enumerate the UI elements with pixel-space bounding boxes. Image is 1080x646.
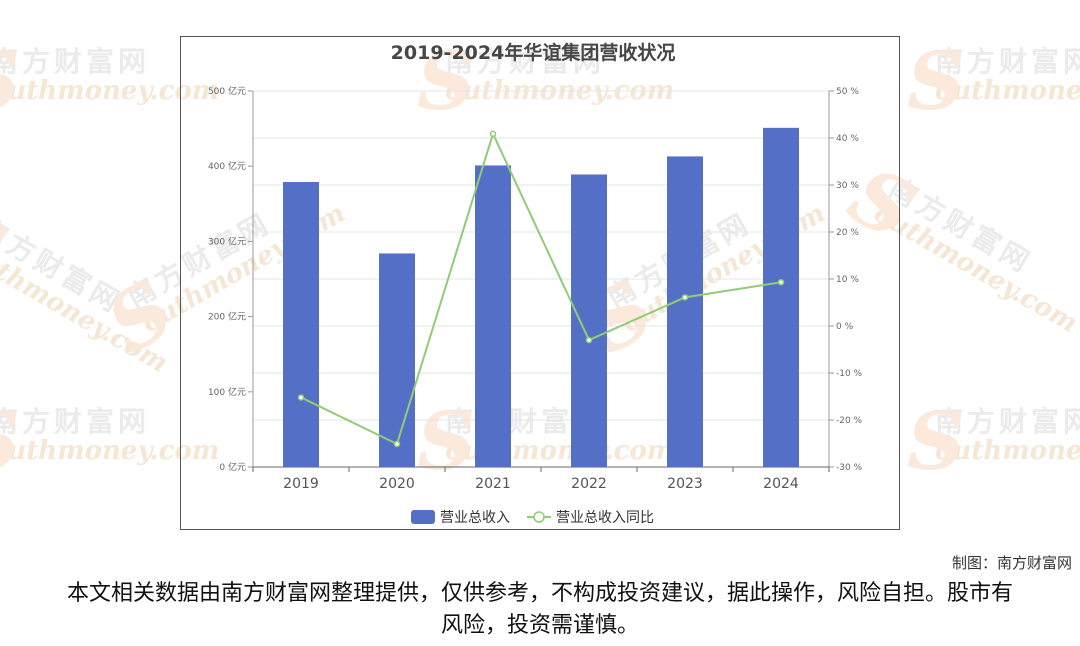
watermark-en: outhmoney.com	[0, 238, 173, 379]
line-point	[489, 130, 497, 138]
line-point	[681, 294, 689, 301]
x-axis-label: 2020	[379, 476, 415, 492]
legend-line-label: 营业总收入同比	[556, 510, 654, 526]
watermark-en: outhmoney.com	[935, 76, 1080, 106]
line-point	[297, 394, 305, 401]
left-axis-label: 500 亿元	[208, 85, 246, 97]
bar	[379, 253, 415, 467]
x-axis-label: 2019	[283, 476, 319, 492]
watermark-s: S	[0, 34, 20, 128]
right-axis-label: 40 %	[836, 134, 859, 144]
legend-bar-swatch	[411, 510, 435, 524]
bar	[571, 174, 607, 468]
left-axis-label: 0 亿元	[219, 461, 246, 473]
bar	[763, 127, 799, 468]
legend-line-marker	[533, 511, 545, 523]
left-axis-label: 400 亿元	[208, 160, 246, 172]
x-axis-label: 2023	[667, 476, 703, 492]
right-axis-label: 30 %	[836, 181, 859, 191]
x-axis-label: 2022	[571, 476, 607, 492]
right-axis-label: -30 %	[836, 463, 863, 473]
right-axis-label: 50 %	[836, 87, 859, 97]
watermark-s: S	[91, 261, 189, 372]
watermark-s: S	[0, 187, 21, 299]
chart-frame: 2019-2024年华谊集团营收状况 -30 % -20 % -10 % 0 % 10 %…	[180, 36, 900, 530]
left-axis-label: 300 亿元	[208, 235, 246, 247]
watermark-cn: 南方财富网	[935, 45, 1080, 78]
watermark-en: outhmoney.com	[935, 436, 1080, 466]
bar	[667, 156, 703, 467]
chart: 2019-2024年华谊集团营收状况 -30 % -20 % -10 % 0 % 10 %…	[208, 41, 863, 526]
line-point	[585, 336, 593, 344]
right-axis-label: 20 %	[836, 228, 859, 238]
left-axis-label: 200 亿元	[208, 311, 246, 323]
bar	[283, 181, 319, 467]
left-axis-label: 100 亿元	[208, 386, 246, 398]
chart-credit: 制图：南方财富网	[951, 554, 1072, 572]
watermark-s: S	[0, 394, 20, 488]
watermark-en: outhmoney.com	[868, 198, 1080, 339]
x-axis-label: 2021	[475, 476, 511, 492]
disclaimer-text: 本文相关数据由南方财富网整理提供，仅供参考，不构成投资建议，据此操作，风险自担。…	[66, 581, 1013, 638]
line-series	[300, 130, 782, 446]
watermark-cn: 南方财富网	[0, 211, 128, 321]
right-axis-label: 10 %	[836, 275, 859, 285]
watermark-s: S	[907, 34, 965, 128]
watermark-cn: 南方财富网	[935, 405, 1080, 438]
legend-bar-label: 营业总收入	[440, 510, 510, 526]
line-point	[393, 440, 401, 448]
watermark-cn: 南方财富网	[882, 171, 1038, 281]
right-axis-label: -20 %	[836, 416, 863, 426]
bar	[475, 165, 511, 467]
x-axis-label: 2024	[763, 476, 799, 492]
line-point	[777, 279, 785, 286]
watermark-s: S	[907, 394, 965, 488]
right-axis-label: 0 %	[836, 322, 854, 332]
right-axis-label: -10 %	[836, 369, 863, 379]
chart-title: 2019-2024年华谊集团营收状况	[391, 41, 676, 64]
